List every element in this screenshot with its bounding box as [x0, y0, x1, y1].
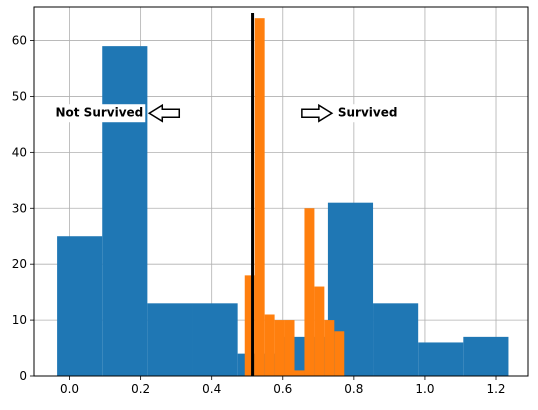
histogram-bar [463, 336, 509, 376]
y-tick-label: 60 [12, 34, 27, 48]
y-tick-label: 20 [12, 257, 27, 271]
histogram-bar [284, 320, 295, 376]
annotation-label: Survived [338, 106, 398, 120]
y-tick-label: 30 [12, 201, 27, 215]
x-tick-label: 0.0 [60, 382, 79, 396]
x-axis-ticks: 0.0 0.2 0.4 0.6 0.8 1.0 1.2 [60, 376, 506, 396]
y-axis-ticks: 0 10 20 30 40 50 60 [12, 34, 34, 383]
histogram-bar [244, 275, 255, 376]
histogram-bar [314, 286, 325, 376]
series-blue-bars [57, 46, 509, 377]
histogram-bar [373, 303, 419, 376]
y-tick-label: 50 [12, 89, 27, 103]
y-tick-label: 10 [12, 313, 27, 327]
histogram-bar [264, 314, 275, 376]
arrow-right-icon [301, 103, 334, 123]
annotations: Not Survived Survived [53, 103, 400, 123]
histogram-bar [324, 320, 335, 376]
y-tick-label: 40 [12, 145, 27, 159]
annotation-box [335, 104, 400, 123]
x-tick-label: 1.0 [415, 382, 434, 396]
annotation-label: Not Survived [55, 106, 143, 120]
arrow-left-icon [147, 103, 181, 123]
x-tick-label: 0.2 [131, 382, 150, 396]
histogram-bar [304, 208, 315, 376]
histogram-bar [102, 46, 148, 377]
series-orange-bars [244, 18, 345, 376]
histogram-bar [334, 331, 345, 376]
histogram-bar [147, 303, 193, 376]
y-tick-label: 0 [19, 369, 27, 383]
plot-frame [33, 6, 529, 377]
histogram-bar [192, 303, 238, 376]
x-tick-label: 0.6 [273, 382, 292, 396]
histogram-bar [294, 370, 305, 376]
annotation-box [53, 104, 146, 123]
histogram-bar [418, 342, 464, 376]
histogram-bar [274, 320, 285, 376]
histogram-bar [57, 236, 103, 376]
x-tick-label: 1.2 [486, 382, 505, 396]
histogram-bar [254, 18, 265, 376]
x-tick-label: 0.8 [344, 382, 363, 396]
x-tick-label: 0.4 [202, 382, 221, 396]
